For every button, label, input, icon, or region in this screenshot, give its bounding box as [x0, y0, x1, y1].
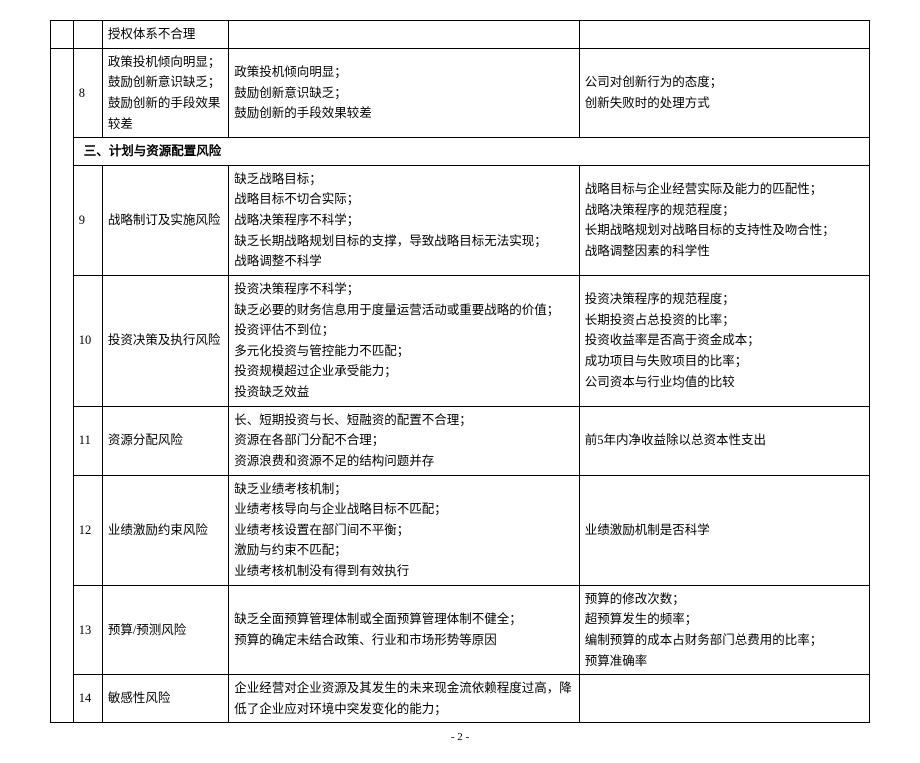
cell-num: 12	[73, 475, 102, 585]
section-header-row: 三、计划与资源配置风险	[51, 138, 870, 166]
cell-num: 13	[73, 585, 102, 675]
cell-c3: 缺乏战略目标；战略目标不切合实际；战略决策程序不科学；缺乏长期战略规划目标的支撑…	[229, 165, 579, 275]
cell-c3	[229, 21, 579, 49]
table-row: 13 预算/预测风险 缺乏全面预算管理体制或全面预算管理体制不健全；预算的确定未…	[51, 585, 870, 675]
cell-c3: 企业经营对企业资源及其发生的未来现金流依赖程度过高，降低了企业应对环境中突发变化…	[229, 675, 579, 723]
cell-c2: 预算/预测风险	[102, 585, 228, 675]
cell-c3: 缺乏全面预算管理体制或全面预算管理体制不健全；预算的确定未结合政策、行业和市场形…	[229, 585, 579, 675]
cell-num: 10	[73, 275, 102, 406]
table-row: 9 战略制订及实施风险 缺乏战略目标；战略目标不切合实际；战略决策程序不科学；缺…	[51, 165, 870, 275]
cell-num: 14	[73, 675, 102, 723]
cell-c3: 长、短期投资与长、短融资的配置不合理；资源在各部门分配不合理；资源浪费和资源不足…	[229, 406, 579, 475]
cell-c4: 投资决策程序的规范程度；长期投资占总投资的比率；投资收益率是否高于资金成本；成功…	[579, 275, 869, 406]
cell-num: 11	[73, 406, 102, 475]
cell-num: 8	[73, 48, 102, 138]
table-row: 11 资源分配风险 长、短期投资与长、短融资的配置不合理；资源在各部门分配不合理…	[51, 406, 870, 475]
cell-c4	[579, 675, 869, 723]
table-row: 12 业绩激励约束风险 缺乏业绩考核机制；业绩考核导向与企业战略目标不匹配；业绩…	[51, 475, 870, 585]
cell-empty	[51, 21, 74, 49]
table-row: 8 政策投机倾向明显；鼓励创新意识缺乏；鼓励创新的手段效果较差 政策投机倾向明显…	[51, 48, 870, 138]
cell-empty	[73, 21, 102, 49]
cell-c4: 战略目标与企业经营实际及能力的匹配性；战略决策程序的规范程度；长期战略规划对战略…	[579, 165, 869, 275]
cell-c2: 敏感性风险	[102, 675, 228, 723]
table-row: 10 投资决策及执行风险 投资决策程序不科学；缺乏必要的财务信息用于度量运营活动…	[51, 275, 870, 406]
cell-num: 9	[73, 165, 102, 275]
cell-c4: 业绩激励机制是否科学	[579, 475, 869, 585]
table-row: 14 敏感性风险 企业经营对企业资源及其发生的未来现金流依赖程度过高，降低了企业…	[51, 675, 870, 723]
cell-c3: 缺乏业绩考核机制；业绩考核导向与企业战略目标不匹配；业绩考核设置在部门间不平衡；…	[229, 475, 579, 585]
cell-c4: 公司对创新行为的态度；创新失败时的处理方式	[579, 48, 869, 138]
section-title: 三、计划与资源配置风险	[73, 138, 869, 166]
cell-c4	[579, 21, 869, 49]
table-row: 授权体系不合理	[51, 21, 870, 49]
cell-c2: 业绩激励约束风险	[102, 475, 228, 585]
cell-c2: 授权体系不合理	[102, 21, 228, 49]
cell-c3: 投资决策程序不科学；缺乏必要的财务信息用于度量运营活动或重要战略的价值；投资评估…	[229, 275, 579, 406]
cell-c3: 政策投机倾向明显；鼓励创新意识缺乏；鼓励创新的手段效果较差	[229, 48, 579, 138]
cell-c4: 预算的修改次数；超预算发生的频率；编制预算的成本占财务部门总费用的比率；预算准确…	[579, 585, 869, 675]
cell-c2: 政策投机倾向明显；鼓励创新意识缺乏；鼓励创新的手段效果较差	[102, 48, 228, 138]
cell-c2: 战略制订及实施风险	[102, 165, 228, 275]
cell-c4: 前5年内净收益除以总资本性支出	[579, 406, 869, 475]
cell-c2: 资源分配风险	[102, 406, 228, 475]
page-number: - 2 -	[50, 731, 870, 743]
cell-group	[51, 48, 74, 723]
cell-c2: 投资决策及执行风险	[102, 275, 228, 406]
